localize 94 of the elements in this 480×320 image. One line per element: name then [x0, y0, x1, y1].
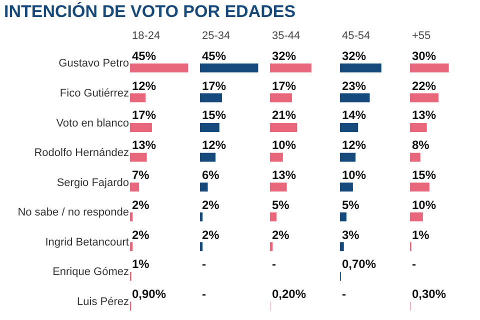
data-label: 1% [412, 228, 430, 242]
data-label: 45% [132, 49, 156, 63]
bar [270, 152, 283, 162]
bar [410, 63, 449, 72]
data-label: 2% [202, 228, 220, 242]
bar [340, 212, 346, 222]
bar [200, 93, 222, 102]
bar [200, 123, 220, 132]
bar [130, 123, 152, 132]
data-label: 30% [412, 49, 436, 63]
bar [130, 212, 133, 222]
data-label: 10% [342, 168, 366, 182]
bar [410, 123, 427, 132]
data-label: 2% [272, 228, 290, 242]
y-tick-label: Fico Gutiérrez [60, 88, 129, 100]
bar [200, 212, 203, 222]
bar [340, 242, 344, 252]
bar [130, 182, 140, 192]
text: - [272, 257, 276, 271]
data-label: 7% [132, 168, 150, 182]
y-tick-label: Enrique Gómez [52, 266, 129, 278]
bar [130, 93, 146, 102]
bar [340, 63, 382, 72]
y-tick-label: No sabe / no responde [18, 206, 129, 219]
y-tick-label: Rodolfo Hernández [34, 147, 129, 160]
bar [340, 152, 356, 162]
bar [130, 63, 188, 72]
y-tick-label: Gustavo Petro [58, 58, 129, 70]
bar [270, 63, 312, 72]
data-label: 45% [202, 49, 226, 63]
data-label: 17% [272, 79, 296, 93]
y-tick-label: Luis Pérez [77, 296, 129, 308]
bar [130, 152, 147, 162]
data-label: 32% [342, 49, 366, 63]
data-label: 5% [342, 198, 360, 212]
chart-title: 45-54 [342, 30, 370, 42]
data-label: 13% [412, 108, 436, 122]
y-tick-label: Voto en blanco [56, 117, 129, 130]
text: - [412, 257, 416, 271]
data-label: 13% [272, 168, 296, 182]
chart-subtitle: 18-24 [132, 30, 160, 42]
data-label: 15% [202, 108, 226, 122]
text: - [202, 257, 206, 271]
data-label: 2% [132, 228, 150, 242]
chart-title: 25-34 [202, 30, 230, 42]
data-label: 12% [132, 79, 156, 93]
bar [270, 123, 298, 132]
data-label: 17% [202, 79, 226, 93]
bar [410, 212, 423, 222]
data-label: 12% [342, 138, 366, 152]
bar [200, 182, 208, 192]
data-label: 0,70% [342, 257, 376, 271]
data-label: 32% [272, 49, 296, 63]
y-tick-label: Ingrid Betancourt [45, 236, 129, 248]
chart-title: 35-44 [272, 30, 300, 42]
data-label: 5% [272, 198, 290, 212]
data-label: 15% [412, 168, 436, 182]
bar [410, 93, 438, 102]
data-label: 17% [132, 108, 156, 122]
bar [410, 152, 420, 162]
chart-title: INTENCIÓN DE VOTO POR EDADES [4, 2, 296, 22]
data-label: 0,30% [412, 287, 446, 301]
bar [200, 242, 203, 252]
data-label: 6% [202, 168, 220, 182]
data-label: 2% [132, 198, 150, 212]
bar [270, 242, 273, 252]
data-label: 3% [342, 228, 360, 242]
data-label: 14% [342, 108, 366, 122]
data-label: 0,20% [272, 287, 306, 301]
bar [340, 93, 370, 102]
data-label: 10% [412, 198, 436, 212]
text: - [202, 287, 206, 301]
text: - [342, 287, 346, 301]
bar [340, 123, 358, 132]
data-label: 12% [202, 138, 226, 152]
y-tick-label: Sergio Fajardo [56, 176, 129, 189]
data-label: 2% [202, 198, 220, 212]
bar [410, 182, 430, 192]
data-label: 0,90% [132, 287, 166, 301]
bar [270, 212, 276, 222]
bar [200, 63, 258, 72]
data-label: 22% [412, 79, 436, 93]
bar [270, 182, 287, 192]
bar [270, 93, 292, 102]
bar [340, 182, 353, 192]
bar [200, 152, 216, 162]
data-label: 1% [132, 257, 150, 271]
data-label: 13% [132, 138, 156, 152]
data-label: 21% [272, 108, 296, 122]
data-label: 23% [342, 79, 366, 93]
data-label: 10% [272, 138, 296, 152]
chart-title: +55 [412, 30, 431, 42]
bar [130, 242, 133, 252]
data-label: 8% [412, 138, 430, 152]
